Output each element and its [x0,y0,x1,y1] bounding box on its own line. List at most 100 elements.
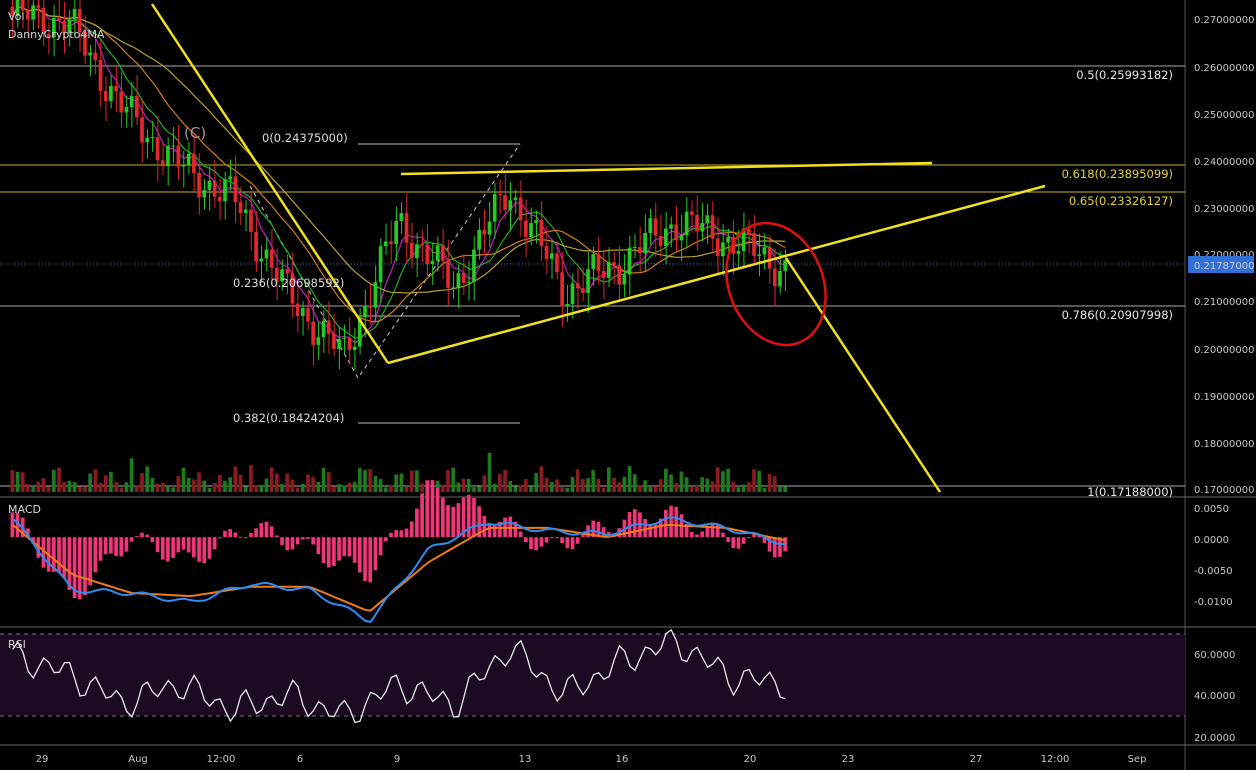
price-tick: 0.19000000 [1194,392,1254,403]
rsi-tick: 40.0000 [1194,691,1235,702]
macd-histogram-bar [570,537,575,550]
volume-bar [269,467,274,492]
volume-bar [731,481,736,492]
candle-body [695,214,699,232]
macd-histogram-bar [695,534,699,538]
candle-body [674,224,679,241]
volume-bar [586,478,590,492]
fib-tool-label-0.382: 0.382(0.18424204) [233,411,344,425]
volume-bar [440,485,445,492]
candle-body [223,179,227,202]
ma-indicator-label[interactable]: DannyCrypto4MA [8,28,105,41]
macd-histogram-bar [119,537,124,557]
macd-indicator-label[interactable]: MACD [8,503,41,516]
price-axis[interactable]: 0.27000000 0.26000000 0.25000000 0.24000… [1188,15,1254,496]
trendline-triangle-bottom [387,184,1046,365]
rsi-tick: 60.0000 [1194,650,1235,661]
candle-body [539,220,544,246]
candle-body [710,215,715,239]
volume-bar [700,477,705,492]
volume-bar [664,468,668,492]
candle-body [176,145,181,167]
candle-body [757,254,762,256]
volume-bar [466,478,471,492]
macd-histogram-bar [77,537,82,600]
volume-bar [487,452,492,492]
macd-histogram-bar [394,530,398,538]
candle-body [477,229,481,250]
fib-tool-diagonal [249,143,521,379]
macd-histogram-bar [472,497,476,538]
macd-histogram-bar [145,534,150,538]
candle-body [233,176,238,203]
time-tick: Aug [128,754,148,765]
macd-histogram-bar [492,524,497,538]
macd-histogram-bar [632,509,637,538]
price-tick: 0.17000000 [1194,485,1254,496]
candle-body [358,317,362,347]
macd-histogram-bar [129,537,134,542]
macd-histogram-bar [368,537,373,583]
macd-histogram-bar [560,537,564,544]
volume-bar [51,469,56,492]
volume-bar [394,474,398,492]
volume-bar [477,486,481,492]
macd-histogram-bar [518,531,523,538]
candle-body [57,18,61,21]
macd-histogram-bar [316,537,321,555]
macd-histogram-bar [254,528,258,538]
volume-bar [498,473,502,492]
macd-histogram-bar [280,537,284,545]
rsi-axis[interactable]: 60.0000 40.0000 20.0000 [1194,650,1235,744]
volume-bar [705,478,710,492]
fib-tool-label-0: 0(0.24375000) [262,131,348,145]
candle-body [316,337,321,345]
candle-body [264,249,269,259]
candle-body [596,254,601,271]
candle-body [575,283,580,289]
candle-body [684,211,689,236]
macd-histogram-bar [311,537,316,545]
macd-histogram-bar [534,537,539,551]
macd-histogram-bar [88,537,92,586]
candle-body [363,305,367,318]
macd-histogram-bar [669,505,673,538]
candle-body [103,91,108,102]
time-tick: Sep [1128,754,1147,765]
volume-bar [373,475,378,492]
rsi-indicator-label[interactable]: RSI [8,638,26,651]
macd-histogram-bar [337,537,341,561]
candle-body [114,85,118,92]
macd-histogram-bar [684,524,689,538]
candle-body [747,228,751,234]
macd-histogram-bar [529,537,533,550]
macd-axis[interactable]: 0.0050 0.0000 -0.0050 -0.0100 [1194,504,1233,608]
macd-histogram-bar [373,537,378,571]
macd-histogram-bar [664,509,668,538]
volume-bar [98,482,103,492]
macd-histogram-bar [731,537,736,549]
candle-body [555,253,559,273]
candle-body [669,224,673,229]
candle-body [741,228,746,252]
time-axis[interactable]: 29 Aug 12:00 6 9 13 16 20 23 27 12:00 Se… [36,754,1147,765]
rsi-pane [12,629,786,724]
volume-bar [404,487,409,492]
macd-histogram-bar [555,537,559,539]
macd-histogram-bar [300,537,305,540]
volume-bar [212,482,217,492]
vol-indicator-label[interactable]: Vol [8,10,24,23]
volume-bar [752,469,756,492]
macd-histogram-bar [264,521,269,538]
volume-bar [15,471,20,492]
time-tick: 12:00 [207,754,236,765]
macd-histogram-bar [67,537,72,590]
candle-body [352,346,357,351]
macd-histogram-bar [513,521,518,538]
volume-bar [83,486,87,492]
candle-body [689,211,694,215]
candle-body [643,232,647,254]
candle-body [435,245,440,261]
macd-histogram-bar [710,522,715,538]
